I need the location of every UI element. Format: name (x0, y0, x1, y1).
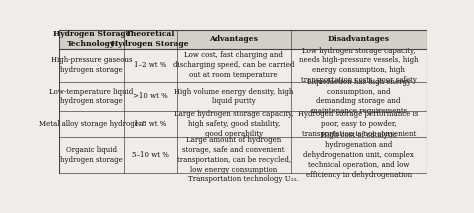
Text: Hydrogen storage performance is
poor, easy to powder,
transportation is not conv: Hydrogen storage performance is poor, ea… (299, 110, 419, 138)
Text: Low hydrogen storage capacity,
needs high-pressure vessels, high
energy consumpt: Low hydrogen storage capacity, needs hig… (299, 47, 419, 84)
Text: 1–2 wt %: 1–2 wt % (134, 61, 166, 69)
Text: Disadvantages: Disadvantages (328, 35, 390, 43)
Text: Metal alloy storage hydrogen: Metal alloy storage hydrogen (39, 120, 144, 128)
Text: 5–10 wt %: 5–10 wt % (132, 151, 169, 159)
Text: Transportation technology U₂₃.: Transportation technology U₂₃. (188, 175, 298, 183)
Text: Large hydrogen storage capacity,
high safety, good stability,
good operability: Large hydrogen storage capacity, high sa… (174, 110, 293, 138)
Text: Low-temperature liquid
hydrogen storage: Low-temperature liquid hydrogen storage (49, 88, 134, 105)
Bar (59, 30, 427, 49)
Text: 1–8 wt %: 1–8 wt % (134, 120, 166, 128)
Text: Advantages: Advantages (209, 35, 258, 43)
Text: Liquefaction has high energy
consumption, and
demanding storage and
maintenance : Liquefaction has high energy consumption… (307, 78, 410, 115)
Text: High cost of catalytic
hydrogenation and
dehydrogenation unit, complex
technical: High cost of catalytic hydrogenation and… (303, 131, 414, 178)
Text: High-pressure gaseous
hydrogen storage: High-pressure gaseous hydrogen storage (51, 56, 132, 74)
Text: Theoretical
Hydrogen Storage: Theoretical Hydrogen Storage (111, 30, 189, 48)
Text: >10 wt %: >10 wt % (133, 92, 167, 100)
Text: Large amount of hydrogen
storage, safe and convenient
transportation, can be rec: Large amount of hydrogen storage, safe a… (177, 136, 291, 174)
Text: High volume energy density, high
liquid purity: High volume energy density, high liquid … (174, 88, 293, 105)
Text: Hydrogen Storage
Technology: Hydrogen Storage Technology (53, 30, 130, 48)
Text: Low cost, fast charging and
discharging speed, can be carried
out at room temper: Low cost, fast charging and discharging … (173, 52, 294, 79)
Text: Organic liquid
hydrogen storage: Organic liquid hydrogen storage (60, 146, 123, 164)
